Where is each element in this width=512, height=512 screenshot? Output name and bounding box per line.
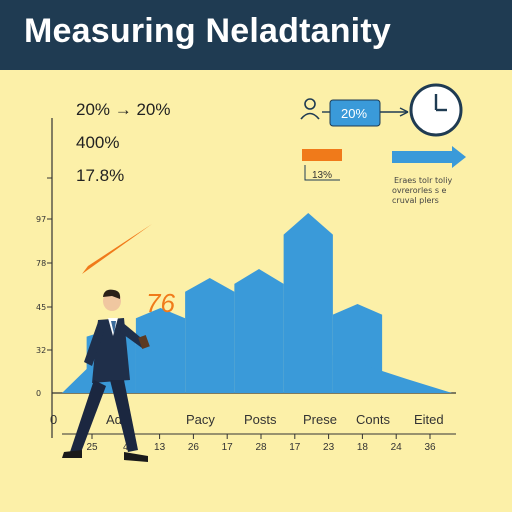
percent-badge (329, 99, 381, 127)
bar-5 (283, 213, 333, 393)
category-label: Eited (414, 412, 444, 427)
x-tick-label: 4 (123, 442, 129, 453)
y-tick-label: 45 (36, 303, 46, 312)
note-line: ovrerorles s e (392, 186, 447, 195)
y-tick-label: 78 (36, 259, 46, 268)
big-percent: 76 (146, 288, 175, 318)
category-label: Pacy (186, 412, 215, 427)
bar-3 (185, 278, 235, 393)
page-title: Measuring Neladtanity (24, 12, 391, 50)
person-figure (62, 289, 150, 462)
x-tick-label: 23 (323, 442, 335, 453)
person-icon (300, 98, 320, 120)
percent-badge-label: 20% (341, 106, 367, 121)
stat-line-1: 20% → 20% (76, 100, 171, 119)
category-label: Posts (244, 412, 277, 427)
x-tick-label: 24 (391, 442, 403, 453)
x-tick-label: 28 (255, 442, 267, 453)
note-line: Eraes tolr toliy (394, 176, 452, 185)
note-line: cruval plers (392, 196, 439, 205)
y-tick-label: 32 (36, 346, 46, 355)
category-label: Prese (303, 412, 337, 427)
stat-line-3: 17.8% (76, 166, 125, 185)
clock-icon (409, 83, 463, 137)
stat-line-2: 400% (76, 133, 120, 152)
bar-series (62, 213, 452, 393)
area-band (62, 345, 452, 393)
category-label: Conts (356, 412, 390, 427)
orange-marker (302, 149, 342, 161)
arrow-right-icon (392, 146, 466, 168)
x-tick-label: 17 (289, 442, 301, 453)
y-tick-label: 0 (36, 389, 41, 398)
connector-arrowhead (399, 107, 409, 113)
header-bar: Measuring Neladtanity (0, 0, 512, 70)
small-percent: 13% (312, 170, 332, 181)
x-tick-label: 17 (222, 442, 234, 453)
bar-4 (234, 269, 284, 393)
x-tick-label: 13 (154, 442, 166, 453)
x-tick-label: 26 (188, 442, 200, 453)
y-tick-label: 97 (36, 215, 46, 224)
x-origin-label: 0 (50, 412, 57, 427)
connector-arrowhead (399, 111, 409, 117)
x-tick-label: 25 (86, 442, 98, 453)
x-tick-labels: 25 4 13 26 17 28 17 23 18 24 36 (86, 434, 436, 453)
x-tick-label: 36 (424, 442, 436, 453)
up-arrow-icon (82, 224, 152, 274)
x-tick-label: 18 (357, 442, 369, 453)
bar-2 (135, 308, 186, 393)
bracket (304, 165, 340, 181)
